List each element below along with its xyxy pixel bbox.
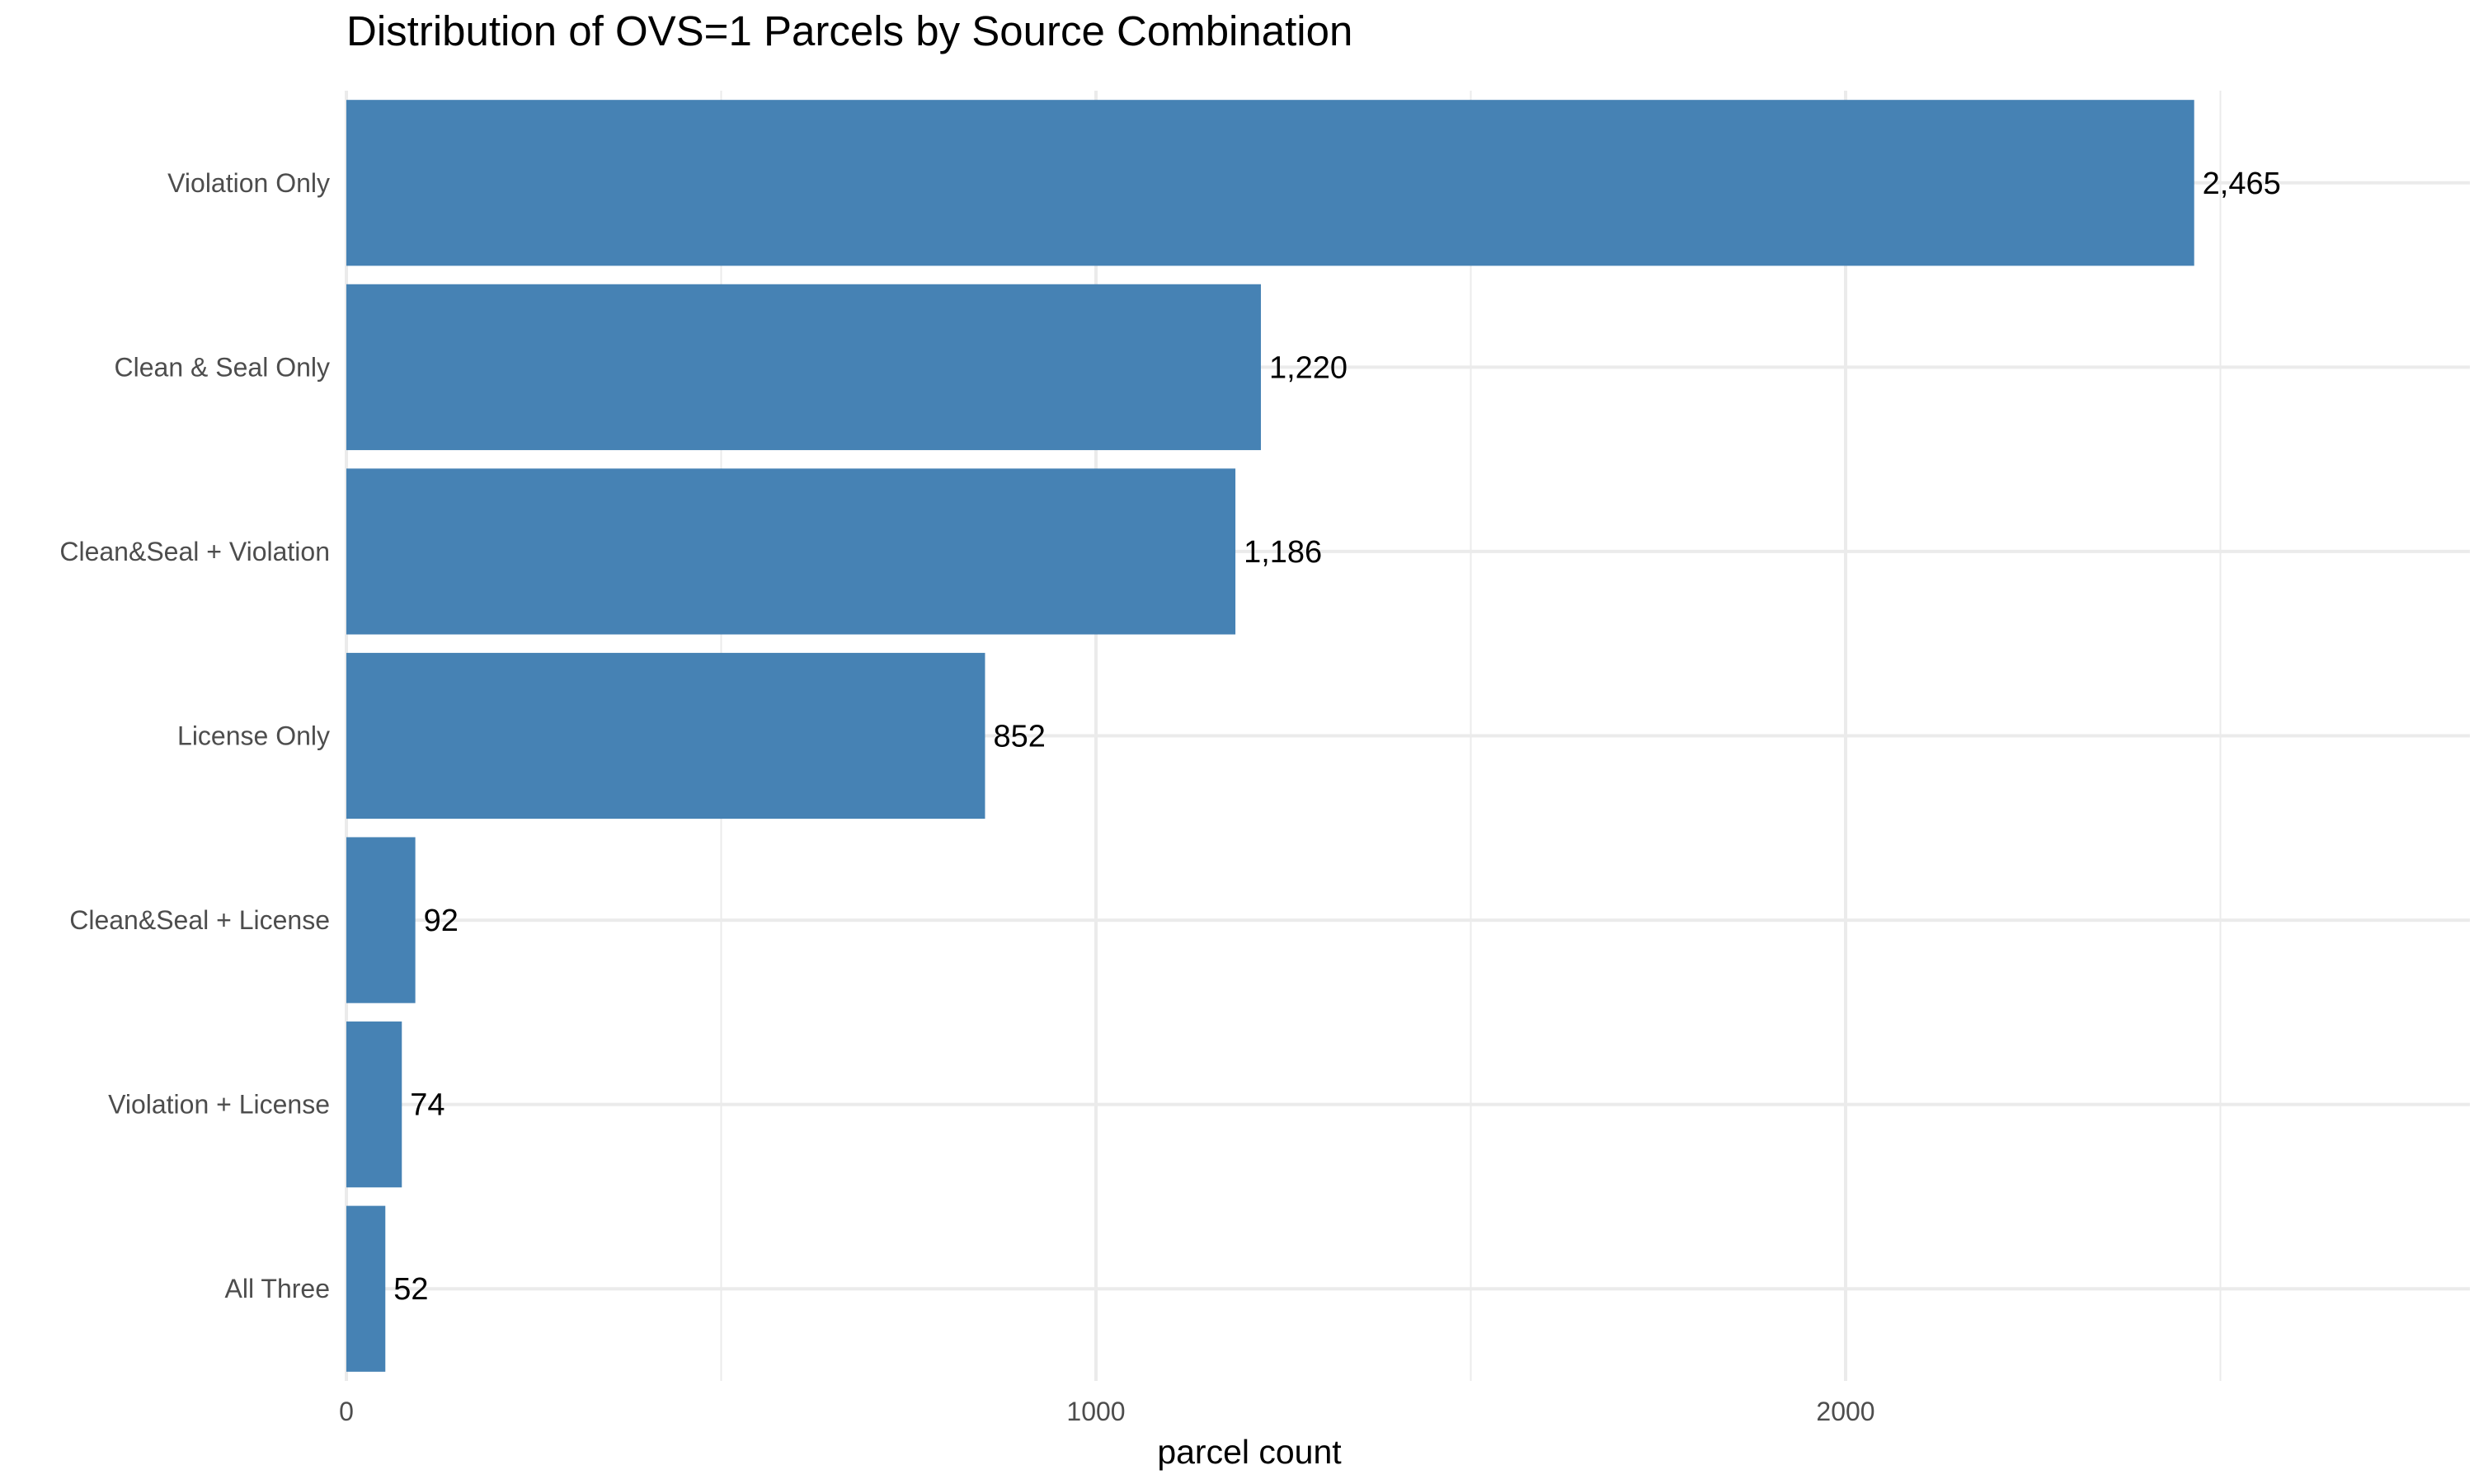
x-tick-label: 2000	[1816, 1397, 1874, 1426]
bar	[346, 1205, 386, 1372]
category-label: Clean&Seal + Violation	[59, 537, 330, 566]
bar	[346, 468, 1236, 635]
chart-title: Distribution of OVS=1 Parcels by Source …	[346, 7, 1353, 54]
bar	[346, 1021, 402, 1188]
bars	[346, 100, 2194, 1372]
value-axis: 0 1000 2000	[339, 1397, 1874, 1426]
data-label: 92	[424, 904, 459, 938]
category-label: Clean & Seal Only	[115, 352, 330, 382]
data-label: 852	[993, 720, 1045, 754]
x-tick-label: 0	[339, 1397, 354, 1426]
data-labels: 2,465 1,220 1,186 852 92 74 52	[393, 167, 2281, 1307]
category-axis: Violation Only Clean & Seal Only Clean&Sea…	[59, 168, 330, 1303]
data-label: 74	[410, 1088, 444, 1123]
category-label: Clean&Seal + License	[69, 905, 330, 935]
x-axis-title: parcel count	[1157, 1433, 1342, 1471]
bar	[346, 284, 1261, 450]
category-label: License Only	[177, 721, 330, 751]
data-label: 2,465	[2203, 167, 2281, 201]
category-label: Violation Only	[167, 168, 330, 198]
bar	[346, 837, 416, 1003]
data-label: 1,220	[1269, 350, 1348, 385]
data-label: 52	[393, 1272, 428, 1307]
bar	[346, 652, 985, 819]
x-tick-label: 1000	[1066, 1397, 1125, 1426]
category-label: All Three	[225, 1274, 330, 1303]
category-label: Violation + License	[108, 1090, 330, 1120]
bar	[346, 100, 2194, 266]
data-label: 1,186	[1244, 535, 1322, 570]
